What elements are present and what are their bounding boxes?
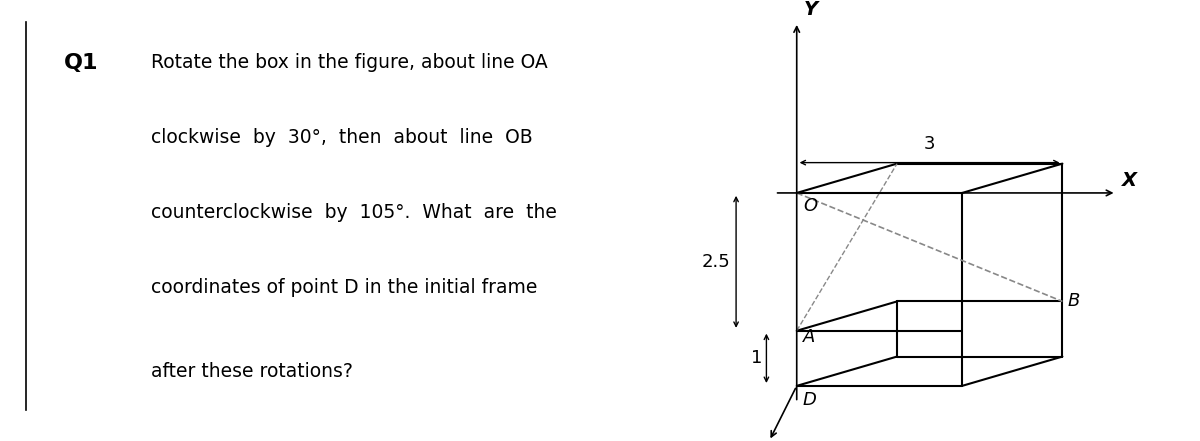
Text: coordinates of point D in the initial frame: coordinates of point D in the initial fr… xyxy=(151,278,538,297)
Text: 1: 1 xyxy=(751,349,762,367)
Text: 3: 3 xyxy=(924,135,935,153)
Text: Y: Y xyxy=(803,0,817,19)
Text: A: A xyxy=(803,328,816,346)
Text: 2.5: 2.5 xyxy=(702,253,731,271)
Text: Rotate the box in the figure, about line OA: Rotate the box in the figure, about line… xyxy=(151,53,547,72)
Text: O: O xyxy=(803,198,817,215)
Text: after these rotations?: after these rotations? xyxy=(151,362,353,381)
Text: B: B xyxy=(1068,292,1080,310)
Text: D: D xyxy=(803,392,816,409)
Text: counterclockwise  by  105°.  What  are  the: counterclockwise by 105°. What are the xyxy=(151,203,557,222)
Text: X: X xyxy=(1122,171,1136,190)
Text: Q1: Q1 xyxy=(65,53,98,73)
Text: clockwise  by  30°,  then  about  line  OB: clockwise by 30°, then about line OB xyxy=(151,128,533,147)
